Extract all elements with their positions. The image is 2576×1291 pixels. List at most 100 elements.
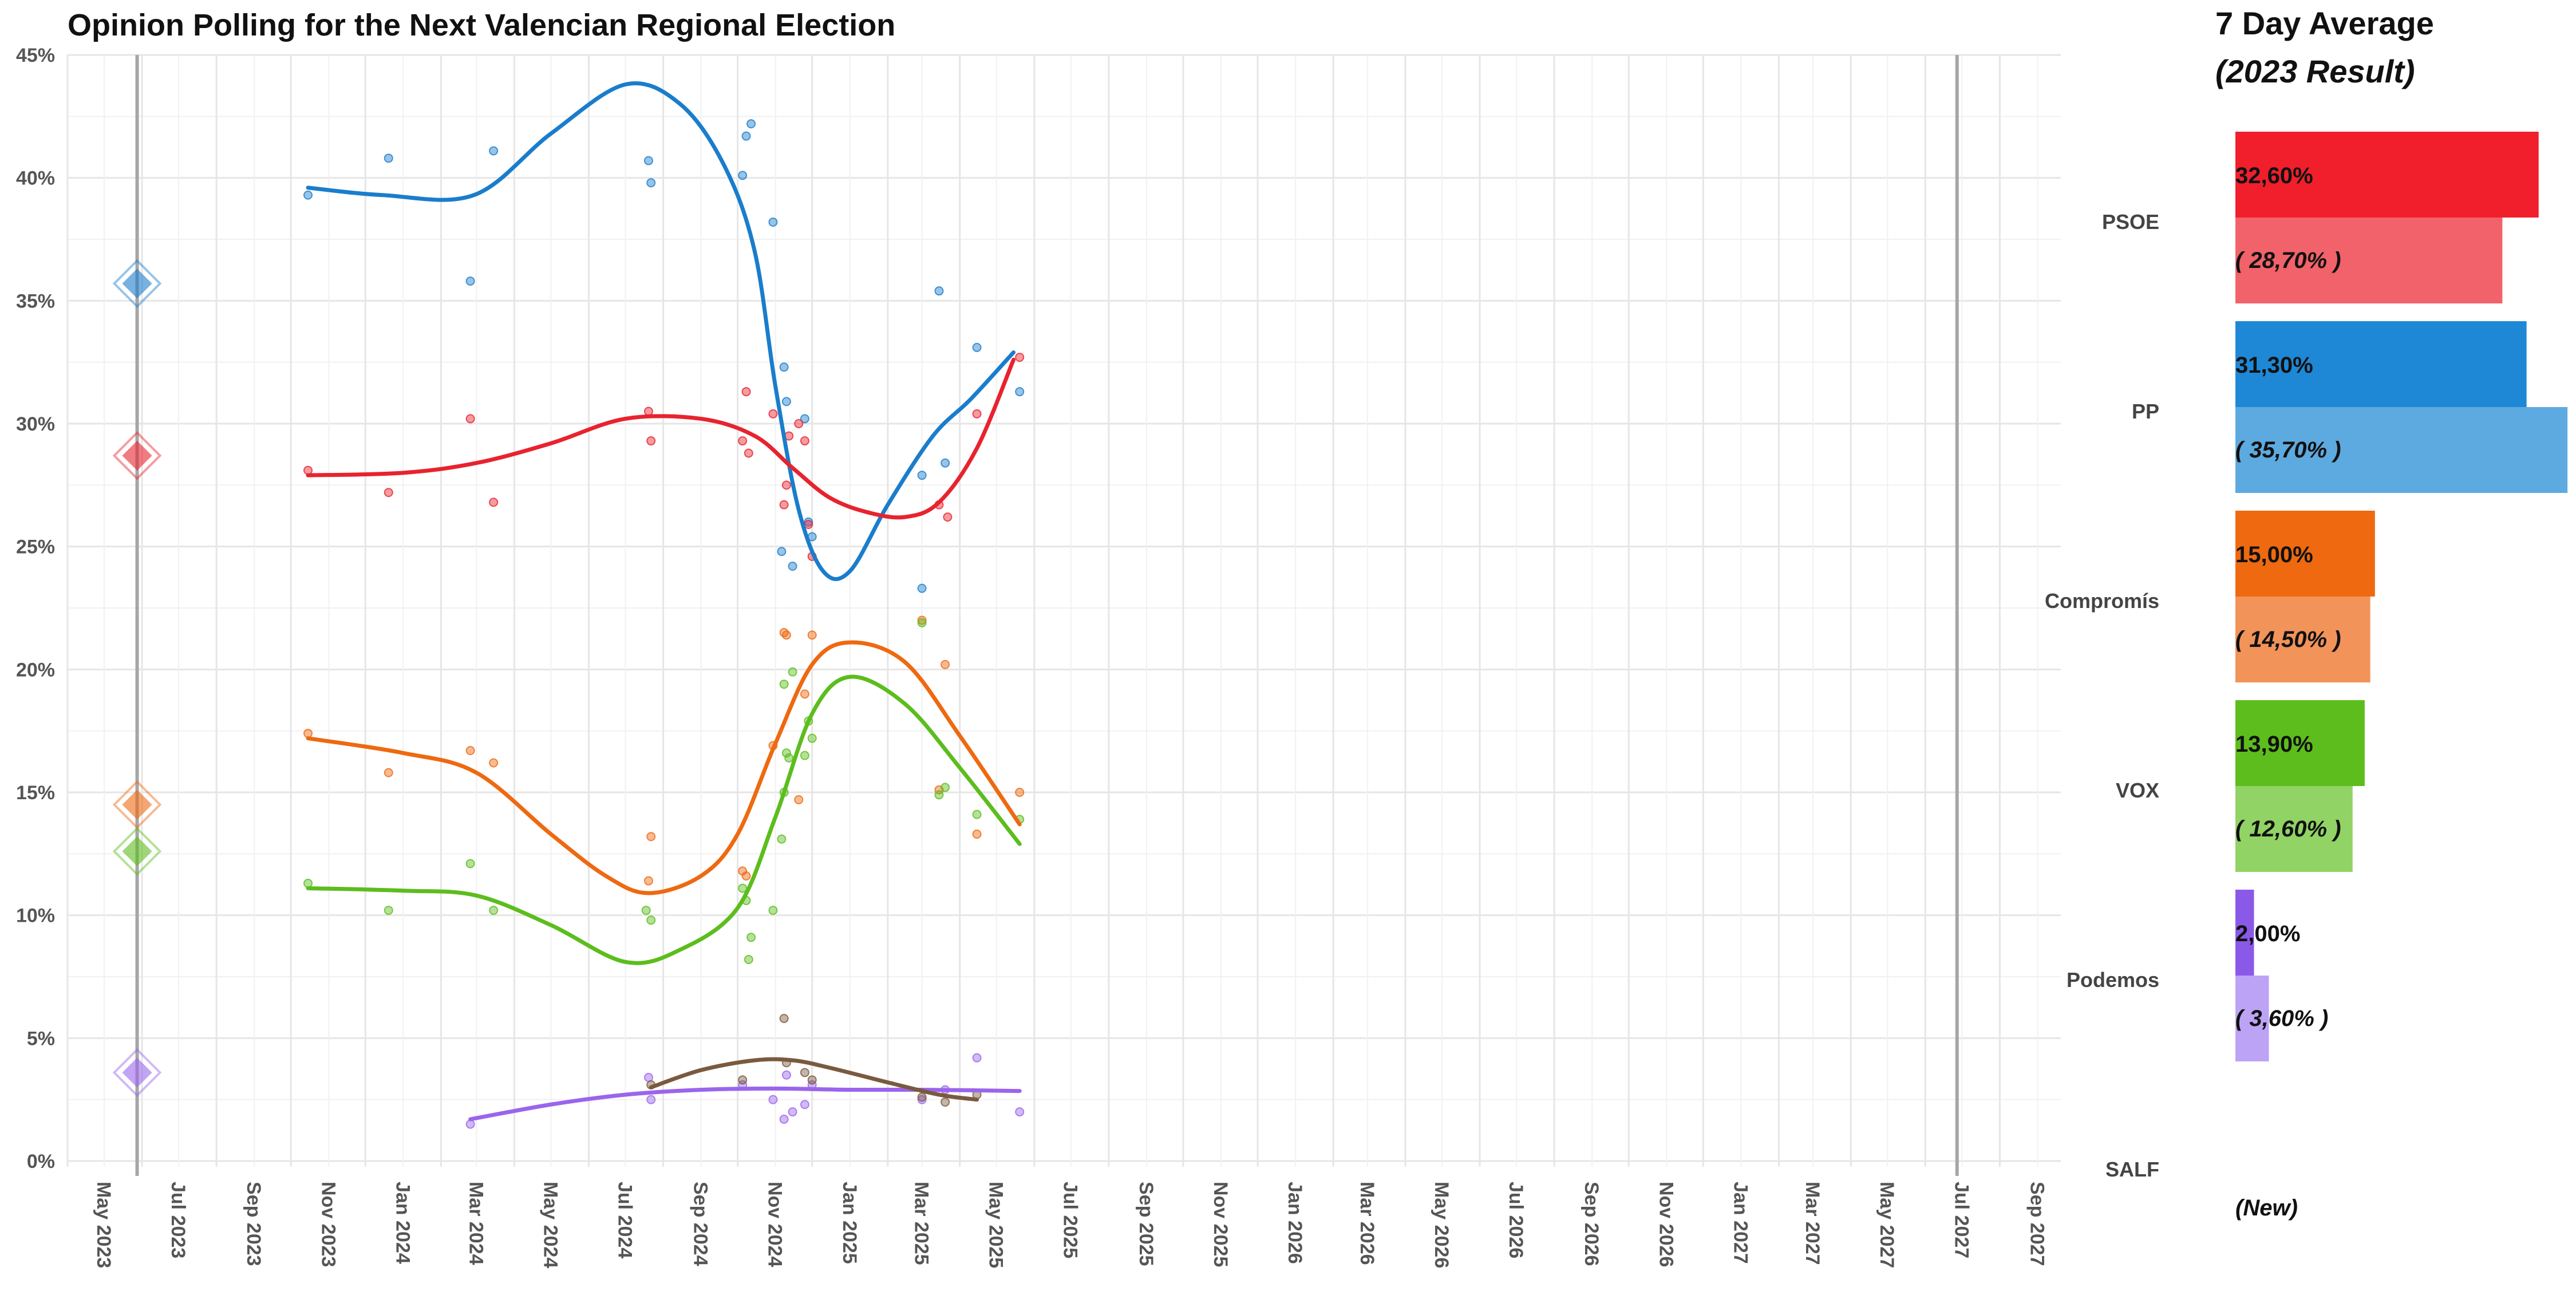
x-tick-label: Jul 2024 bbox=[614, 1182, 635, 1258]
poll-point bbox=[768, 409, 778, 419]
result-diamond bbox=[122, 1057, 152, 1088]
x-tick-label: Jan 2024 bbox=[392, 1182, 413, 1264]
poll-point bbox=[788, 562, 797, 571]
poll-point bbox=[738, 171, 748, 180]
result-diamond bbox=[122, 789, 152, 820]
poll-point bbox=[794, 419, 804, 428]
poll-point bbox=[384, 768, 393, 777]
poll-point bbox=[781, 397, 791, 406]
poll-point bbox=[1015, 788, 1025, 797]
poll-point bbox=[917, 471, 927, 480]
grid bbox=[66, 54, 2061, 1167]
poll-point bbox=[807, 733, 817, 743]
result-diamond-outline bbox=[112, 431, 162, 480]
poll-point bbox=[972, 342, 982, 352]
poll-point bbox=[465, 276, 475, 286]
poll-point bbox=[384, 488, 393, 498]
x-tick-label: Nov 2026 bbox=[1655, 1182, 1677, 1267]
result-diamond-outline bbox=[112, 259, 162, 309]
poll-point bbox=[972, 810, 982, 819]
side-panel-subtitle: (2023 Result) bbox=[2215, 53, 2415, 89]
poll-point bbox=[800, 689, 809, 699]
poll-point bbox=[800, 436, 809, 446]
x-tick-label: May 2023 bbox=[93, 1182, 114, 1268]
result-value-label: ( 35,70% ) bbox=[2235, 437, 2341, 463]
poll-point bbox=[804, 517, 813, 527]
poll-point bbox=[781, 748, 791, 758]
x-tick-label: May 2026 bbox=[1431, 1182, 1452, 1268]
y-tick-label: 25% bbox=[16, 536, 55, 558]
y-axis-ticks: 0% 5% 10% 15% 20% 25% 30% 35% 40% 45% bbox=[16, 45, 55, 1172]
trend-line bbox=[306, 674, 1022, 965]
result-value-label: ( 14,50% ) bbox=[2235, 627, 2341, 652]
poll-point bbox=[646, 915, 656, 925]
average-value-label: 32,60% bbox=[2235, 163, 2313, 188]
poll-point bbox=[941, 660, 950, 669]
poll-point bbox=[917, 618, 927, 627]
poll-point bbox=[800, 751, 809, 760]
poll-point bbox=[917, 615, 927, 625]
poll-point bbox=[768, 217, 778, 227]
poll-point bbox=[744, 954, 753, 964]
result-diamond bbox=[122, 836, 152, 867]
poll-point bbox=[972, 1053, 982, 1063]
poll-point bbox=[746, 933, 756, 942]
poll-point bbox=[800, 414, 809, 424]
x-tick-label: Nov 2025 bbox=[1210, 1182, 1231, 1267]
x-tick-label: Jul 2027 bbox=[1950, 1182, 1972, 1258]
chart-title: Opinion Polling for the Next Valencian R… bbox=[68, 8, 895, 42]
poll-point bbox=[1015, 387, 1025, 397]
poll-point bbox=[781, 1070, 791, 1080]
x-tick-label: Nov 2024 bbox=[764, 1182, 786, 1267]
poll-point bbox=[384, 153, 393, 163]
poll-point bbox=[465, 746, 475, 756]
result-diamond-outline bbox=[112, 780, 162, 830]
poll-point bbox=[489, 758, 499, 768]
poll-point bbox=[641, 906, 651, 915]
poll-point bbox=[972, 409, 982, 419]
result-value-label: ( 12,60% ) bbox=[2235, 816, 2341, 842]
poll-point bbox=[972, 829, 982, 839]
trend-line bbox=[306, 640, 1022, 895]
poll-point bbox=[303, 878, 313, 888]
average-bar bbox=[2235, 511, 2375, 597]
poll-point bbox=[643, 876, 653, 886]
poll-point bbox=[779, 362, 789, 372]
poll-point bbox=[934, 790, 944, 800]
poll-point bbox=[465, 1119, 475, 1129]
poll-point bbox=[779, 680, 789, 689]
y-tick-label: 5% bbox=[27, 1028, 55, 1049]
poll-point bbox=[777, 547, 787, 556]
poll-point bbox=[779, 500, 789, 510]
x-tick-label: May 2025 bbox=[985, 1182, 1007, 1268]
average-value-label: 15,00% bbox=[2235, 542, 2313, 567]
average-value-label: 31,30% bbox=[2235, 353, 2313, 378]
poll-point bbox=[1015, 1107, 1025, 1117]
result-bar bbox=[2235, 407, 2568, 493]
x-tick-label: Sep 2026 bbox=[1581, 1182, 1602, 1266]
poll-point bbox=[646, 436, 656, 446]
party-label: PSOE bbox=[2102, 210, 2159, 234]
average-value-label: 2,00% bbox=[2235, 921, 2300, 946]
election-lines bbox=[135, 55, 1959, 1176]
y-tick-label: 35% bbox=[16, 290, 55, 312]
average-bar bbox=[2235, 700, 2365, 786]
average-bar bbox=[2235, 890, 2254, 976]
poll-point bbox=[738, 1075, 748, 1085]
x-tick-label: Sep 2027 bbox=[2026, 1182, 2048, 1266]
poll-point bbox=[741, 131, 751, 141]
poll-point bbox=[643, 156, 653, 165]
x-tick-label: Mar 2027 bbox=[1801, 1182, 1823, 1265]
poll-point bbox=[788, 667, 797, 677]
poll-point bbox=[489, 498, 499, 507]
y-tick-label: 20% bbox=[16, 659, 55, 681]
poll-point bbox=[646, 178, 656, 188]
poll-point bbox=[941, 458, 950, 468]
trend-lines bbox=[306, 81, 1022, 1122]
poll-point bbox=[934, 286, 944, 296]
poll-point bbox=[917, 1092, 927, 1102]
party-label: VOX bbox=[2116, 779, 2159, 802]
x-tick-label: Jul 2026 bbox=[1505, 1182, 1527, 1258]
poll-point bbox=[646, 832, 656, 842]
